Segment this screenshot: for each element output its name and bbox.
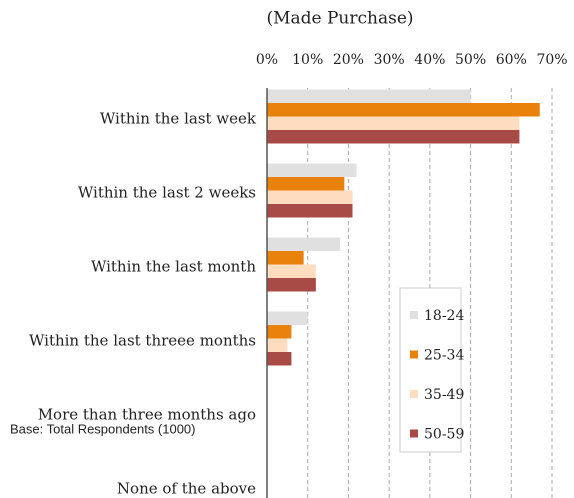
bar <box>267 338 288 352</box>
legend-swatch <box>410 311 418 319</box>
bar <box>267 89 471 103</box>
y-tick-label: None of the above <box>117 480 256 498</box>
bar <box>267 204 353 218</box>
legend-swatch <box>410 429 418 438</box>
chart-title: (Made Purchase) <box>266 9 413 29</box>
bar <box>267 177 345 191</box>
legend-label: 25-34 <box>424 348 464 364</box>
legend-label: 50-59 <box>424 427 464 443</box>
bar <box>267 311 308 325</box>
y-tick-label: Within the last 2 weeks <box>78 184 256 202</box>
bar <box>267 103 540 117</box>
legend-label: 18-24 <box>424 308 464 324</box>
x-tick-label: 50% <box>455 52 486 68</box>
bar <box>267 116 520 130</box>
bar <box>267 163 357 177</box>
annotation: Base: Total Respondents (1000) <box>10 421 196 436</box>
bar <box>267 237 341 251</box>
x-tick-label: 60% <box>496 52 527 68</box>
bar <box>267 264 316 278</box>
x-tick-label: 10% <box>292 52 323 68</box>
bar <box>267 190 353 204</box>
x-tick-label: 0% <box>256 52 278 68</box>
bar <box>267 251 304 265</box>
y-tick-label: More than three months ago <box>38 406 256 424</box>
legend-swatch <box>410 350 418 359</box>
x-tick-label: 20% <box>333 52 364 68</box>
x-tick-label: 40% <box>414 52 445 68</box>
x-tick-label: 70% <box>536 52 567 68</box>
y-tick-label: Within the last threee months <box>29 332 256 350</box>
x-tick-label: 30% <box>374 52 405 68</box>
y-tick-label: Within the last week <box>100 110 257 128</box>
legend-swatch <box>410 390 418 398</box>
bar <box>267 352 292 366</box>
bar <box>267 325 292 339</box>
legend-label: 35-49 <box>424 387 464 403</box>
y-tick-label: Within the last month <box>91 258 256 276</box>
bar <box>267 278 316 292</box>
bar <box>267 130 520 144</box>
